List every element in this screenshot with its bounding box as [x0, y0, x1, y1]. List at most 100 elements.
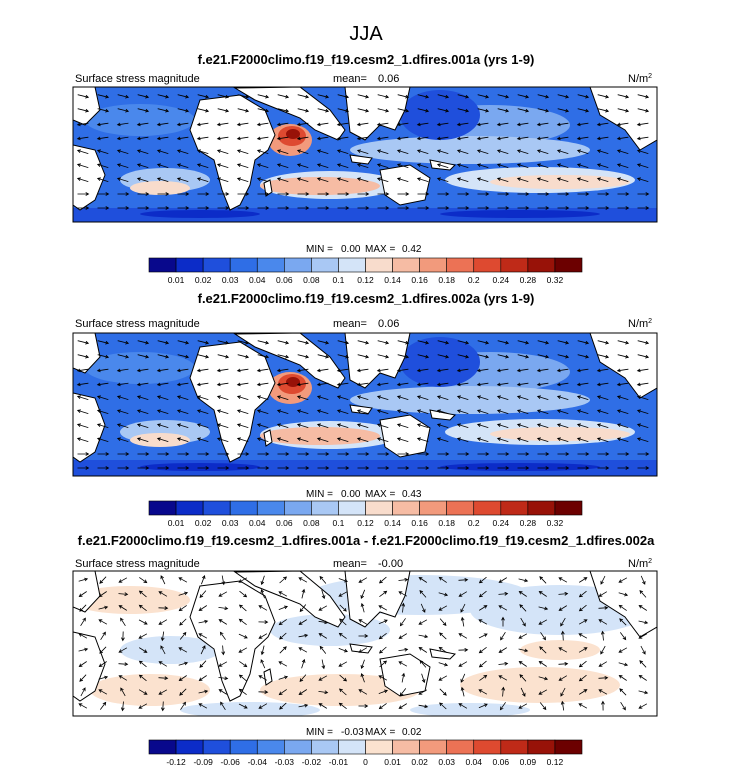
stress-vector-arrow	[137, 206, 150, 210]
stress-vector-arrow	[558, 577, 568, 583]
variable-label: Surface stress magnitude	[75, 558, 200, 570]
stress-vector-arrow	[77, 192, 90, 196]
stress-vector-arrow	[418, 704, 429, 709]
stress-vector-arrow	[157, 94, 170, 99]
stress-vector-arrow	[196, 395, 209, 400]
stress-vector-arrow	[478, 576, 487, 584]
stress-vector-arrow	[198, 703, 208, 709]
stress-vector-arrow	[278, 591, 288, 597]
stress-vector-arrow	[220, 701, 226, 711]
stress-vector-arrow	[638, 620, 649, 625]
stress-vector-arrow	[97, 192, 110, 196]
stress-vector-arrow	[438, 675, 448, 681]
stress-vector-arrow	[496, 382, 509, 387]
stress-vector-arrow	[518, 633, 528, 639]
stress-vector-arrow	[478, 703, 488, 709]
stress-vector-arrow	[577, 452, 590, 456]
stress-vector-arrow	[616, 395, 629, 400]
stress-vector-arrow	[176, 409, 189, 414]
stress-vector-arrow	[436, 136, 449, 141]
stress-vector-arrow	[398, 633, 408, 639]
stress-vector-arrow	[558, 662, 569, 666]
stress-vector-arrow	[98, 661, 107, 667]
stress-vector-arrow	[297, 94, 310, 99]
stress-vector-arrow	[77, 94, 90, 99]
stress-vector-arrow	[278, 689, 287, 696]
stress-vector-arrow	[538, 606, 549, 611]
stress-vector-arrow	[138, 590, 147, 598]
stress-vector-arrow	[478, 619, 488, 625]
colorbar-swatch	[284, 257, 312, 273]
stress-vector-arrow	[78, 577, 89, 582]
stress-vector-arrow	[356, 423, 369, 428]
stress-vector-arrow	[277, 108, 290, 113]
stress-vector-arrow	[157, 108, 170, 113]
stress-vector-arrow	[637, 192, 650, 196]
stress-vector-arrow	[397, 466, 410, 470]
stress-vector-arrow	[76, 149, 89, 154]
stress-vector-arrow	[576, 136, 589, 141]
stress-vector-arrow	[399, 688, 407, 697]
stress-vector-arrow	[420, 603, 426, 613]
stress-vector-arrow	[398, 703, 408, 709]
stress-vector-arrow	[397, 452, 410, 456]
stress-vector-arrow	[97, 94, 110, 99]
stress-vector-arrow	[317, 466, 330, 470]
stress-vector-arrow	[316, 177, 329, 182]
stress-vector-arrow	[237, 206, 250, 210]
stress-vector-arrow	[578, 689, 588, 695]
stress-vector-arrow	[636, 382, 649, 387]
stress-vector-arrow	[338, 578, 348, 583]
stress-vector-arrow	[236, 395, 249, 400]
stress-vector-arrow	[416, 177, 429, 182]
stress-vector-arrow	[458, 578, 469, 582]
stress-vector-arrow	[576, 163, 589, 168]
stress-vector-arrow	[98, 675, 109, 680]
stress-vector-arrow	[339, 674, 348, 682]
stress-vector-arrow	[238, 688, 247, 696]
stress-vector-arrow	[178, 591, 189, 596]
stress-vector-arrow	[376, 409, 389, 414]
stress-vector-arrow	[518, 648, 529, 653]
stress-vector-arrow	[117, 340, 130, 345]
stress-vector-arrow	[158, 661, 168, 667]
stress-vector-arrow	[256, 368, 269, 373]
stress-vector-arrow	[78, 591, 87, 597]
stress-vector-arrow	[637, 94, 650, 99]
stress-vector-arrow	[257, 340, 270, 345]
colorbar-tick-label: 0.16	[411, 518, 428, 528]
stress-vector-arrow	[236, 368, 249, 373]
stress-vector-arrow	[358, 647, 368, 653]
stress-vector-arrow	[516, 409, 529, 414]
stress-vector-arrow	[556, 149, 569, 154]
stress-vector-arrow	[177, 340, 190, 345]
mean-label: mean=	[333, 73, 367, 85]
stress-vector-arrow	[456, 409, 469, 414]
stress-vector-arrow	[276, 163, 289, 168]
stress-vector-arrow	[356, 177, 369, 182]
stress-vector-arrow	[297, 192, 310, 196]
stress-vector-arrow	[520, 617, 526, 627]
colorbar-swatch	[148, 739, 177, 755]
stress-vector-arrow	[338, 591, 348, 597]
stress-vector-arrow	[236, 122, 249, 127]
colorbar-tick-label: 0.28	[520, 275, 537, 285]
stress-vector-arrow	[76, 423, 89, 428]
stress-vector-arrow	[337, 206, 350, 210]
stress-vector-arrow	[97, 466, 110, 470]
stress-vector-arrow	[438, 646, 447, 653]
stress-vector-arrow	[377, 354, 390, 359]
stress-vector-arrow	[156, 149, 169, 154]
stress-vector-arrow	[301, 588, 306, 599]
colorbar-tick-label: 0.01	[384, 757, 401, 767]
stress-vector-arrow	[336, 395, 349, 400]
stress-vector-arrow	[318, 690, 329, 695]
stress-vector-arrow	[417, 452, 430, 456]
stress-vector-arrow	[497, 452, 510, 456]
stress-vector-arrow	[476, 409, 489, 414]
stress-vector-arrow	[516, 395, 529, 400]
stress-vector-arrow	[217, 340, 230, 345]
colorbar-tick-label: 0.2	[468, 275, 480, 285]
stress-vector-arrow	[516, 177, 529, 182]
